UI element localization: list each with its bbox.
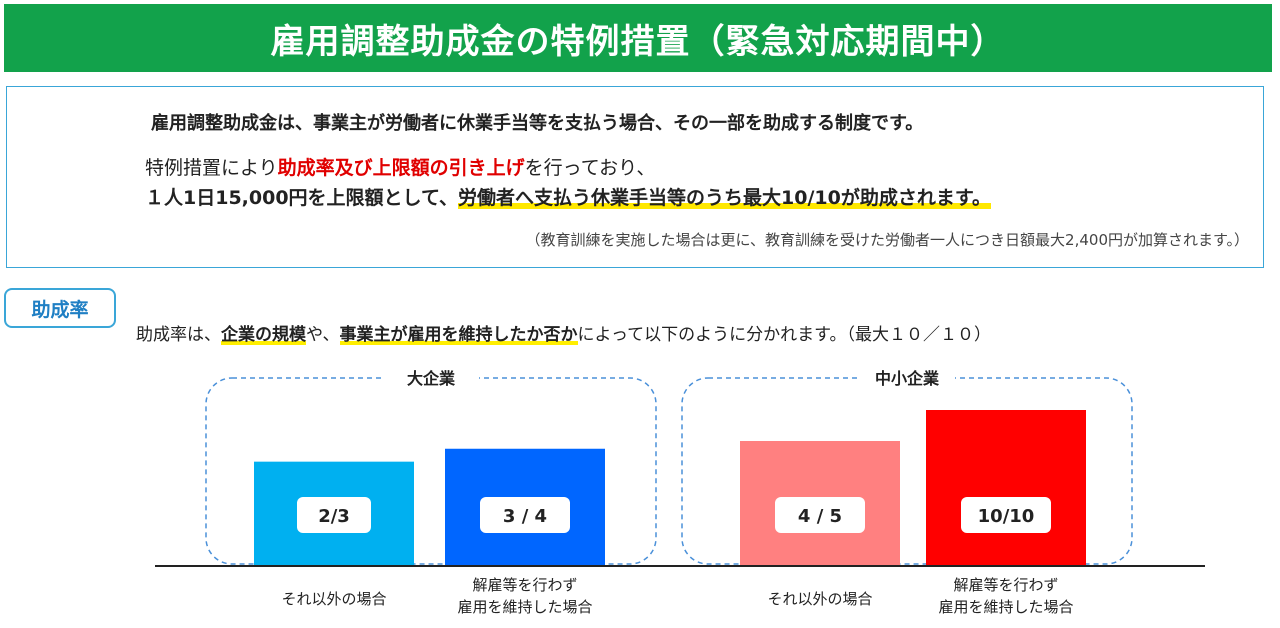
info-special-measure: 特例措置により助成率及び上限額の引き上げを行っており、 xyxy=(145,153,655,180)
section-label-rate: 助成率 xyxy=(4,288,116,328)
info-text: 特例措置により xyxy=(145,157,278,179)
group-label: 大企業 xyxy=(407,369,456,388)
bar xyxy=(926,410,1086,565)
rate-text: によって以下のように分かれます。（最大１０／１０） xyxy=(577,325,991,345)
info-upper-limit: １人1日15,000円を上限額として、労働者へ支払う休業手当等のうち最大10/1… xyxy=(145,183,991,210)
info-box: 雇用調整助成金は、事業主が労働者に休業手当等を支払う場合、その一部を助成する制度… xyxy=(6,86,1264,268)
rate-highlight: 企業の規模 xyxy=(221,325,306,345)
info-note: （教育訓練を実施した場合は更に、教育訓練を受けた労働者一人につき日額最大2,40… xyxy=(525,231,1250,249)
bar-value-label: 4 / 5 xyxy=(798,506,842,527)
group-label-bg xyxy=(383,366,479,390)
bar-value-label: 10/10 xyxy=(978,506,1035,527)
group-label-bg xyxy=(859,366,955,390)
rate-text: や、 xyxy=(306,325,340,345)
category-label: 解雇等を行わず xyxy=(953,576,1058,594)
bar-value-box xyxy=(961,497,1051,533)
category-label: それ以外の場合 xyxy=(281,590,386,608)
bar-value-box xyxy=(480,497,570,533)
info-highlight-yellow: 労働者へ支払う休業手当等のうち最大10/10が助成されます。 xyxy=(458,187,991,209)
rate-text: 助成率は、 xyxy=(136,325,221,345)
rate-highlight: 事業主が雇用を維持したか否か xyxy=(339,325,578,345)
rate-description: 助成率は、企業の規模や、事業主が雇用を維持したか否かによって以下のように分かれま… xyxy=(136,320,991,345)
category-label: 解雇等を行わず xyxy=(472,576,577,594)
bar-value-box xyxy=(297,497,371,533)
bar-value-label: 3 / 4 xyxy=(503,506,547,527)
info-summary: 雇用調整助成金は、事業主が労働者に休業手当等を支払う場合、その一部を助成する制度… xyxy=(151,113,924,134)
page-title: 雇用調整助成金の特例措置（緊急対応期間中） xyxy=(4,4,1272,72)
bar-value-box xyxy=(775,497,865,533)
info-text: １人1日15,000円を上限額として、 xyxy=(145,187,459,209)
bar-value-label: 2/3 xyxy=(318,506,350,527)
category-label: それ以外の場合 xyxy=(767,590,872,608)
category-label: 雇用を維持した場合 xyxy=(938,598,1073,616)
info-text: を行っており、 xyxy=(524,157,656,179)
category-label: 雇用を維持した場合 xyxy=(457,598,592,616)
group-label: 中小企業 xyxy=(875,369,940,388)
info-highlight-red: 助成率及び上限額の引き上げ xyxy=(277,157,525,179)
